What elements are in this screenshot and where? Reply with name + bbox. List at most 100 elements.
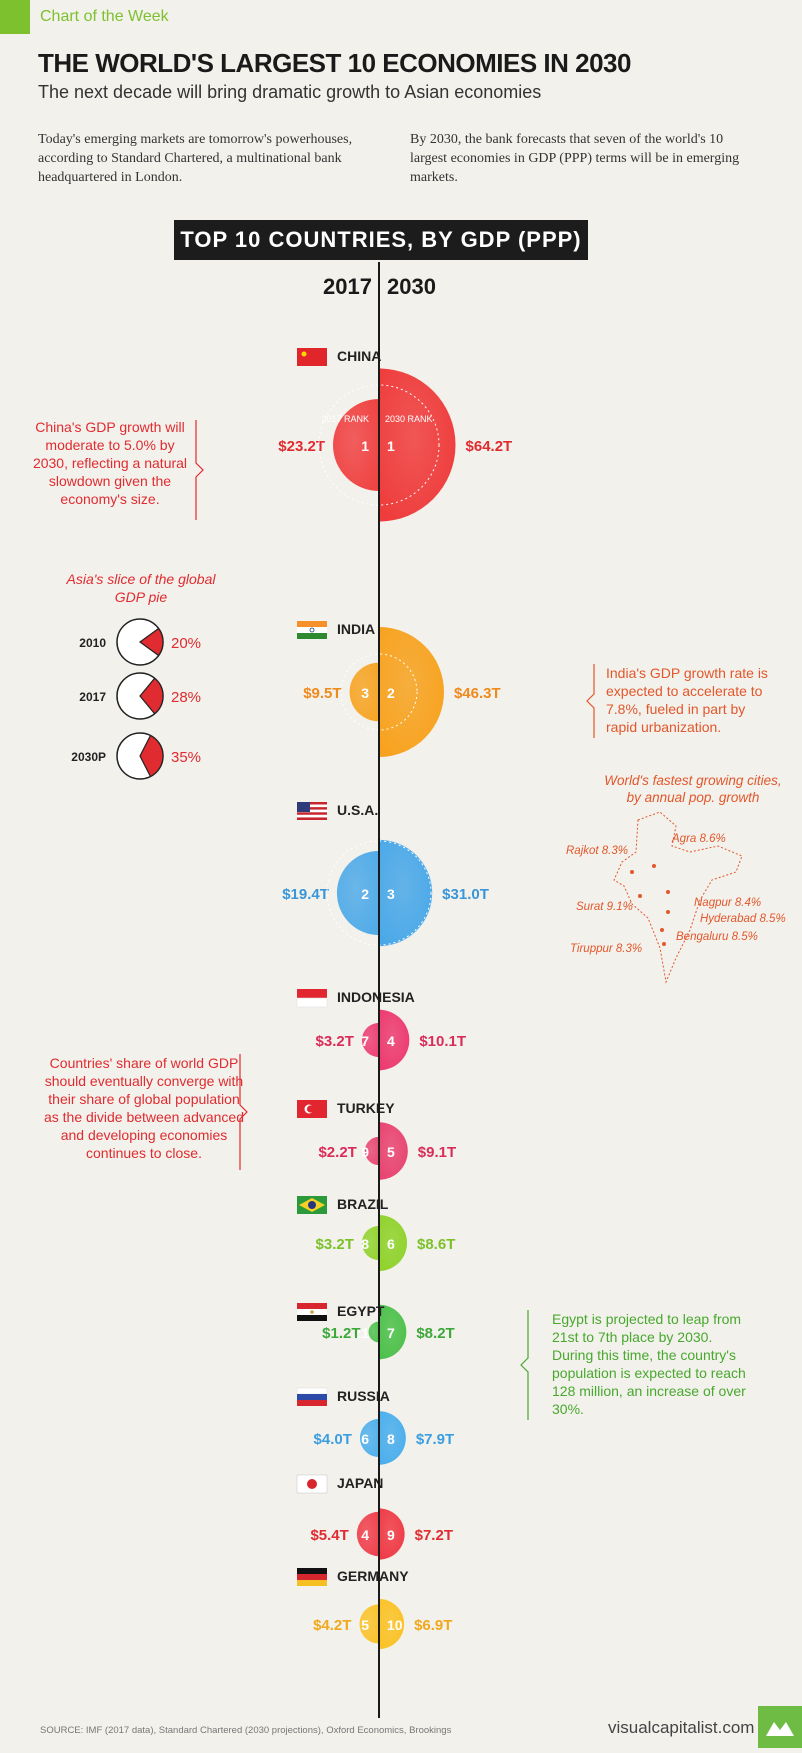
bubble-2030-india [379, 627, 444, 757]
country-name-usa: U.S.A. [337, 802, 378, 818]
bubble-2030-brazil [379, 1214, 408, 1272]
gdp-2030-japan: $7.2T [415, 1527, 453, 1544]
bubble-2017-germany [359, 1604, 379, 1644]
country-name-egypt: EGYPT [337, 1303, 385, 1319]
flag-usa-icon [297, 802, 327, 820]
asia-share-value: 35% [171, 749, 201, 766]
flag-stripe [297, 817, 327, 820]
bubble-2030-egypt [379, 1304, 407, 1360]
page-title: THE WORLD'S LARGEST 10 ECONOMIES IN 2030 [38, 48, 631, 78]
flag-germany-icon [297, 1568, 327, 1586]
bubble-2017-india [349, 662, 379, 722]
city-dot [660, 928, 664, 932]
column-label-2030: 2030 [387, 274, 436, 299]
asia-share-value: 20% [171, 635, 201, 652]
rank-2030-indonesia: 4 [387, 1033, 395, 1049]
flag-stripe [297, 1315, 327, 1321]
intro-left: Today's emerging markets are tomorrow's … [38, 132, 353, 185]
asia-share-slice [138, 627, 164, 657]
flag-russia-icon [296, 1387, 328, 1406]
rank-2030-germany: 10 [387, 1617, 403, 1633]
intro-right: By 2030, the bank forecasts that seven o… [410, 132, 740, 185]
flag-stripe [297, 1400, 327, 1406]
flag-sun [307, 1479, 317, 1489]
convergence-note: Countries' share of world GDP should eve… [43, 1055, 245, 1161]
rank-2017-germany: 5 [361, 1617, 369, 1633]
gdp-2030-egypt: $8.2T [416, 1325, 454, 1342]
rank-2030-russia: 8 [387, 1431, 395, 1447]
china-note: China's GDP growth will moderate to 5.0%… [32, 419, 188, 507]
site-logo-icon [758, 1706, 802, 1748]
rank-2017-russia: 6 [361, 1431, 369, 1447]
asia-share-year: 2030P [71, 750, 106, 764]
rank-2017-turkey: 9 [361, 1144, 369, 1160]
convergence-note-bracket [239, 1054, 248, 1170]
flag-turkey-icon [297, 1100, 327, 1118]
rank-2030-brazil: 6 [387, 1236, 395, 1252]
bubble-2030-turkey [379, 1122, 408, 1180]
flag-stripe [297, 1574, 327, 1580]
gdp-2030-indonesia: $10.1T [419, 1033, 466, 1050]
flag-wheel [309, 627, 315, 633]
flag-stripe [297, 621, 327, 627]
country-name-turkey: TURKEY [337, 1100, 395, 1116]
column-label-2017: 2017 [323, 274, 372, 299]
tag-bar [0, 0, 30, 34]
flag-stripe [297, 809, 327, 813]
bubble-2017-russia [359, 1418, 379, 1458]
egypt-note-bracket [520, 1310, 529, 1420]
gdp-2017-india: $9.5T [303, 685, 341, 702]
flag-stripe [297, 989, 327, 998]
china-note-bracket [195, 420, 204, 520]
gdp-2030-russia: $7.9T [416, 1431, 454, 1448]
city-label: Rajkot 8.3% [566, 845, 628, 857]
flag-stripe [297, 1568, 327, 1574]
flag-stripe [297, 812, 327, 815]
city-label: Surat 9.1% [576, 901, 633, 913]
rank-2030-india: 2 [387, 685, 395, 701]
rank-label-2017: 2017 RANK [321, 414, 369, 424]
egypt-note: Egypt is projected to leap from 21st to … [552, 1311, 746, 1417]
flag-india-icon [297, 621, 327, 639]
flag-stripe [297, 1303, 327, 1309]
country-name-india: INDIA [337, 621, 375, 637]
bubble-2017-usa [336, 850, 379, 936]
rank-label-2030: 2030 RANK [385, 414, 433, 424]
flag-stripe [297, 633, 327, 639]
city-label: Tiruppur 8.3% [570, 943, 642, 955]
country-name-germany: GERMANY [337, 1568, 409, 1584]
flag-stripe [297, 1580, 327, 1586]
city-dot [652, 864, 656, 868]
source-note: SOURCE: IMF (2017 data), Standard Charte… [40, 1725, 452, 1736]
rank-2030-turkey: 5 [387, 1144, 395, 1160]
country-name-japan: JAPAN [337, 1475, 383, 1491]
gdp-2030-germany: $6.9T [414, 1617, 452, 1634]
page-subtitle: The next decade will bring dramatic grow… [38, 82, 542, 102]
rank-2030-china: 1 [387, 438, 395, 454]
flag-stripe [297, 807, 327, 810]
city-label: Agra 8.6% [671, 833, 726, 845]
bubble-2017-china [333, 399, 379, 491]
reference-ring [318, 384, 440, 506]
tag-label: Chart of the Week [40, 8, 169, 25]
bubble-2030-indonesia [379, 1009, 410, 1071]
flag-japan-icon [296, 1474, 328, 1494]
center-axis-line [378, 262, 380, 1718]
flag-stripe [296, 1387, 328, 1395]
flag-china-icon [297, 348, 327, 366]
india-map-outline [613, 811, 743, 984]
flag-star [301, 351, 307, 357]
rank-2017-indonesia: 7 [361, 1033, 369, 1049]
india-note-bracket [586, 664, 595, 738]
asia-share-slice [139, 734, 164, 778]
reference-ring [340, 653, 418, 731]
flag-bg [297, 348, 327, 366]
rank-2017-india: 3 [361, 685, 369, 701]
flag-stripe [297, 814, 327, 818]
top-tag: Chart of the Week [0, 0, 169, 34]
bubble-2017-japan [356, 1511, 379, 1557]
gdp-2030-india: $46.3T [454, 685, 501, 702]
asia-share-slice [139, 677, 164, 715]
flag-emblem [310, 1310, 314, 1314]
